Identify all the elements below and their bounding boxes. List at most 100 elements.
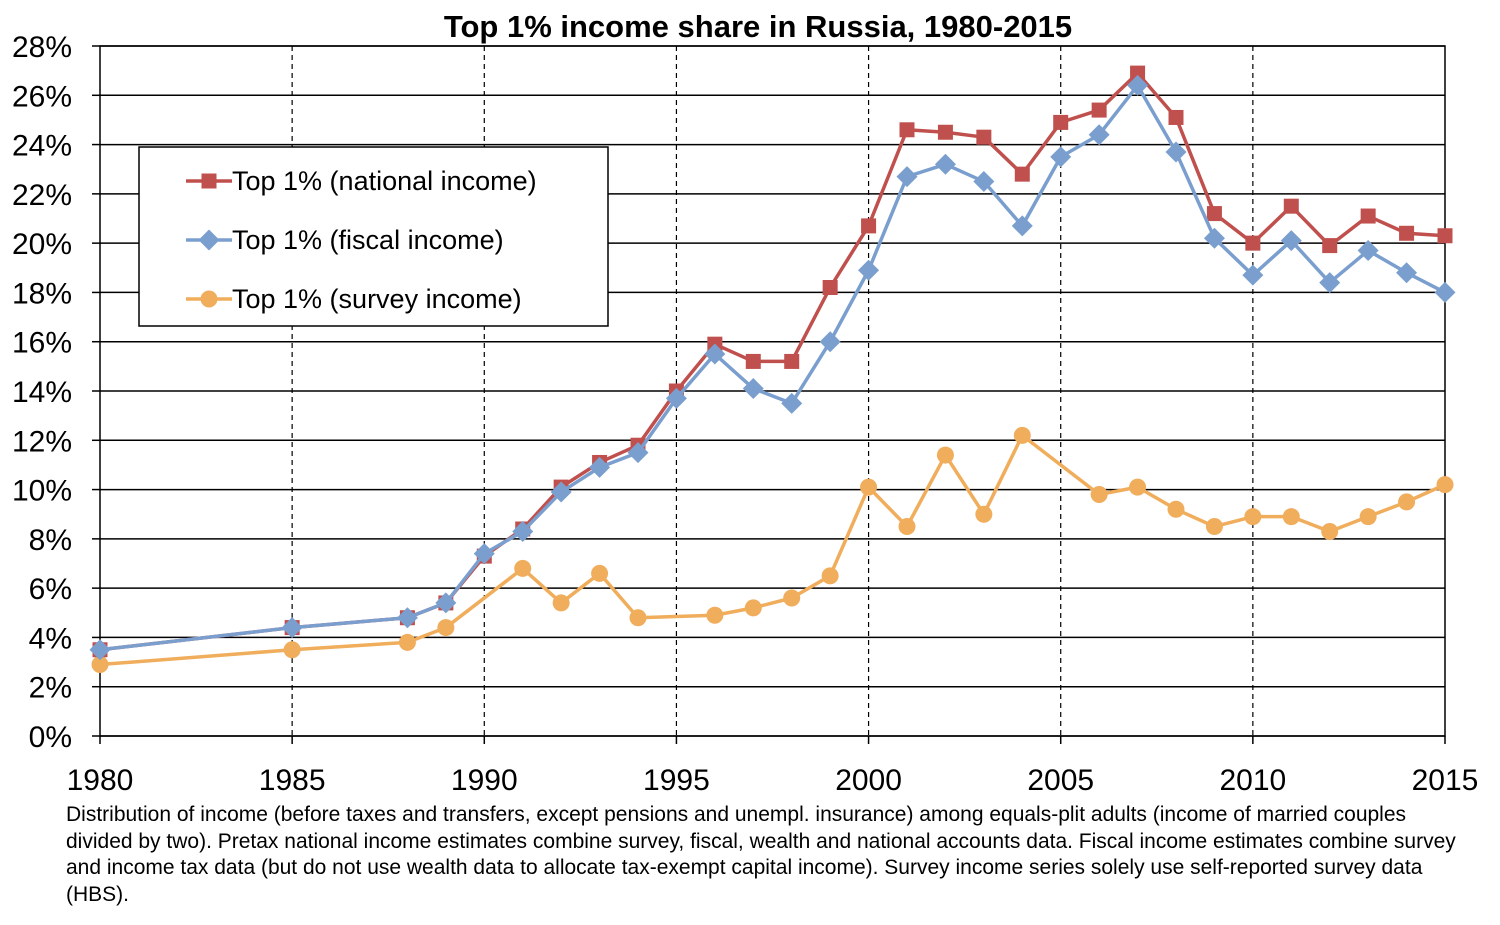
- data-point-fiscal-income: [1203, 227, 1225, 249]
- legend-entry-national-income: Top 1% (national income): [186, 166, 537, 196]
- data-point-fiscal-income: [896, 166, 918, 188]
- legend-marker: [198, 229, 220, 251]
- data-point-fiscal-income: [396, 607, 418, 629]
- legend-label: Top 1% (fiscal income): [232, 225, 504, 255]
- data-point-survey-income: [936, 446, 954, 464]
- data-point-fiscal-income: [1357, 240, 1379, 262]
- x-tick-label: 2005: [1027, 764, 1094, 797]
- data-point-survey-income: [1321, 522, 1339, 540]
- y-tick-label: 24%: [12, 130, 72, 163]
- data-point-national-income: [1437, 228, 1453, 244]
- y-tick-label: 22%: [12, 179, 72, 212]
- data-point-national-income: [937, 124, 953, 140]
- data-point-fiscal-income: [973, 171, 995, 193]
- data-point-national-income: [1322, 238, 1338, 254]
- data-point-survey-income: [1398, 493, 1416, 511]
- y-tick-label: 10%: [12, 475, 72, 508]
- data-point-survey-income: [91, 656, 109, 674]
- footnote: Distribution of income (before taxes and…: [66, 803, 1456, 906]
- y-tick-label: 8%: [29, 524, 72, 557]
- data-point-fiscal-income: [1319, 272, 1341, 294]
- data-point-survey-income: [1282, 508, 1300, 526]
- data-point-survey-income: [783, 589, 801, 607]
- data-point-fiscal-income: [742, 378, 764, 400]
- data-point-fiscal-income: [1242, 264, 1264, 286]
- data-point-fiscal-income: [589, 456, 611, 478]
- data-point-fiscal-income: [550, 481, 572, 503]
- data-point-national-income: [1091, 102, 1107, 118]
- series-survey-income: [91, 426, 1454, 674]
- legend-label: Top 1% (survey income): [232, 284, 522, 314]
- data-point-survey-income: [975, 505, 993, 523]
- data-point-survey-income: [283, 641, 301, 659]
- data-point-fiscal-income: [1396, 262, 1418, 284]
- data-point-survey-income: [821, 567, 839, 585]
- data-point-fiscal-income: [1127, 74, 1149, 96]
- data-point-national-income: [784, 353, 800, 369]
- data-point-survey-income: [1436, 476, 1454, 494]
- data-point-survey-income: [514, 559, 532, 577]
- x-tick-label: 2010: [1219, 764, 1286, 797]
- y-tick-label: 12%: [12, 425, 72, 458]
- data-point-fiscal-income: [934, 153, 956, 175]
- data-point-survey-income: [860, 478, 878, 496]
- data-point-fiscal-income: [1165, 141, 1187, 163]
- data-point-fiscal-income: [781, 392, 803, 414]
- data-point-survey-income: [744, 599, 762, 617]
- series-line-survey-income: [99, 433, 1446, 667]
- legend-marker: [200, 290, 218, 308]
- data-point-survey-income: [398, 633, 416, 651]
- y-tick-label: 20%: [12, 228, 72, 261]
- legend-marker: [201, 173, 217, 189]
- chart-title: Top 1% income share in Russia, 1980-2015: [444, 9, 1072, 44]
- data-point-fiscal-income: [281, 617, 303, 639]
- x-tick-label: 2015: [1412, 764, 1479, 797]
- data-point-survey-income: [1013, 426, 1031, 444]
- x-tick-label: 1985: [259, 764, 326, 797]
- data-point-survey-income: [1205, 518, 1223, 536]
- data-point-national-income: [1014, 166, 1030, 182]
- data-point-fiscal-income: [627, 442, 649, 464]
- data-point-survey-income: [1090, 486, 1108, 503]
- data-point-survey-income: [1359, 508, 1377, 526]
- line-chart: Top 1% income share in Russia, 1980-2015…: [12, 9, 1479, 797]
- data-point-fiscal-income: [1011, 215, 1033, 237]
- y-tick-label: 16%: [12, 327, 72, 360]
- data-point-survey-income: [591, 564, 609, 582]
- data-point-survey-income: [1244, 508, 1262, 526]
- data-point-survey-income: [629, 609, 647, 627]
- legend: Top 1% (national income) Top 1% (fiscal i…: [138, 146, 609, 327]
- data-point-national-income: [1360, 208, 1376, 224]
- y-tick-label: 14%: [12, 376, 72, 409]
- data-point-fiscal-income: [1280, 230, 1302, 252]
- data-point-national-income: [1399, 225, 1415, 241]
- data-point-fiscal-income: [819, 331, 841, 353]
- x-tick-label: 1990: [451, 764, 518, 797]
- data-point-fiscal-income: [858, 259, 880, 281]
- data-point-fiscal-income: [473, 543, 495, 565]
- data-point-fiscal-income: [512, 520, 534, 542]
- legend-entry-fiscal-income: Top 1% (fiscal income): [186, 225, 504, 255]
- legend-label: Top 1% (national income): [232, 166, 537, 196]
- data-point-survey-income: [1129, 478, 1147, 496]
- legend-box: [138, 146, 609, 327]
- x-tick-label: 2000: [835, 764, 902, 797]
- y-tick-label: 6%: [29, 573, 72, 606]
- data-point-fiscal-income: [1434, 281, 1456, 303]
- data-point-national-income: [1053, 114, 1069, 130]
- y-tick-label: 4%: [29, 622, 72, 655]
- y-axis: 0% 2% 4% 6% 8% 10% 12% 14% 16% 18% 20% 22% 24% 26% 28%: [12, 31, 100, 754]
- y-tick-label: 18%: [12, 277, 72, 310]
- series-fiscal-income: [89, 74, 1456, 661]
- data-point-survey-income: [898, 518, 916, 536]
- data-point-national-income: [976, 129, 992, 145]
- data-point-fiscal-income: [1050, 146, 1072, 168]
- data-point-national-income: [861, 218, 877, 234]
- x-tick-label: 1980: [67, 764, 134, 797]
- data-point-survey-income: [437, 619, 455, 637]
- y-tick-label: 28%: [12, 31, 72, 64]
- data-point-national-income: [745, 353, 761, 369]
- series-layer: [89, 65, 1456, 674]
- legend-entry-survey-income: Top 1% (survey income): [186, 284, 522, 314]
- x-tick-label: 1995: [643, 764, 710, 797]
